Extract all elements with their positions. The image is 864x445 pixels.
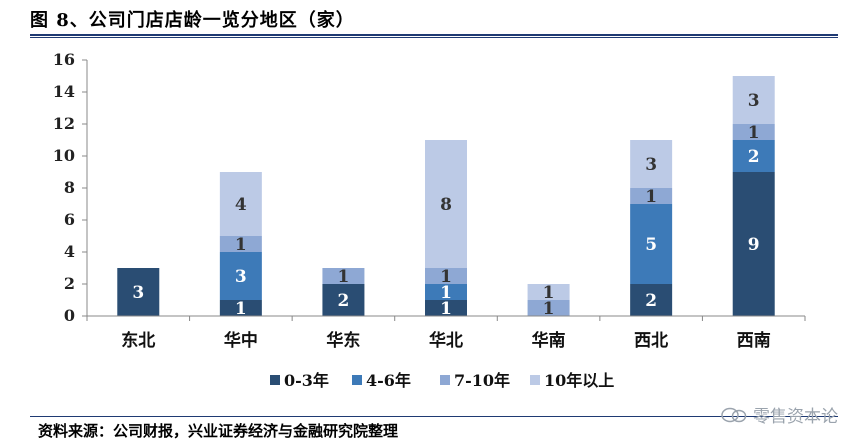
y-tick-label: 4 bbox=[64, 242, 75, 261]
data-label: 2 bbox=[748, 147, 760, 167]
top-rule bbox=[30, 34, 838, 36]
figure-title: 图 8、公司门店店龄一览分地区（家） bbox=[30, 10, 355, 31]
data-label: 1 bbox=[440, 267, 452, 287]
bar-segment bbox=[425, 300, 467, 316]
data-label: 1 bbox=[235, 235, 247, 255]
bottom-rule bbox=[30, 416, 838, 417]
legend-label: 4-6年 bbox=[366, 371, 411, 390]
y-tick-label: 14 bbox=[53, 82, 75, 101]
bar-segment bbox=[527, 300, 570, 316]
data-label: 4 bbox=[235, 195, 247, 215]
x-axis: 东北 华中 华东 华北 华南 西北 西南 bbox=[86, 315, 806, 351]
bar-segment bbox=[630, 188, 673, 204]
x-tick-label: 东北 bbox=[121, 330, 155, 351]
legend-swatch bbox=[530, 375, 540, 385]
legend-label: 7-10年 bbox=[454, 371, 510, 390]
bar-segment bbox=[219, 252, 262, 300]
bar-segment bbox=[219, 236, 262, 252]
data-label: 3 bbox=[235, 267, 247, 287]
watermark-text: 零售资本论 bbox=[753, 407, 838, 427]
data-label: 1 bbox=[645, 187, 657, 207]
y-tick-label: 12 bbox=[53, 114, 75, 133]
bar-segment bbox=[732, 140, 775, 172]
bar-segment bbox=[219, 300, 262, 316]
data-label: 1 bbox=[748, 123, 760, 143]
source-note: 资料来源：公司财报，兴业证券经济与金融研究院整理 bbox=[38, 422, 399, 440]
bar-segment bbox=[527, 284, 570, 300]
bar-segment bbox=[732, 172, 775, 316]
bar-segment bbox=[322, 268, 365, 284]
bar-segment bbox=[630, 140, 673, 188]
y-tick-label: 8 bbox=[64, 178, 75, 197]
data-label: 3 bbox=[748, 91, 760, 111]
bar-segment bbox=[630, 284, 673, 316]
y-tick-label: 6 bbox=[64, 210, 75, 229]
bar-segment bbox=[219, 172, 262, 236]
bar-segment bbox=[630, 204, 673, 284]
bar-segment bbox=[425, 268, 467, 284]
bar-segment bbox=[732, 76, 775, 124]
legend-label: 0-3年 bbox=[284, 371, 329, 390]
data-label: 2 bbox=[645, 291, 657, 311]
data-label: 2 bbox=[338, 291, 350, 311]
legend-swatch bbox=[352, 375, 362, 385]
bar-segment bbox=[425, 140, 467, 268]
y-tick-label: 16 bbox=[53, 50, 75, 69]
bar-segment bbox=[732, 124, 775, 140]
data-label: 1 bbox=[543, 299, 555, 319]
bar-segment bbox=[425, 284, 467, 300]
data-label: 3 bbox=[132, 283, 144, 303]
data-label: 1 bbox=[543, 283, 555, 303]
x-tick-label: 华东 bbox=[326, 330, 360, 351]
y-tick-label: 2 bbox=[64, 274, 75, 293]
data-label: 5 bbox=[645, 235, 657, 255]
bar-segment bbox=[322, 284, 365, 316]
data-label: 3 bbox=[645, 155, 657, 175]
legend: 0-3年 4-6年 7-10年 10年以上 bbox=[270, 371, 614, 390]
x-tick-label: 华中 bbox=[224, 330, 258, 351]
top-rule-thin bbox=[30, 37, 838, 38]
data-label: 1 bbox=[235, 299, 247, 319]
y-tick-label: 10 bbox=[53, 146, 75, 165]
wechat-icon bbox=[721, 407, 747, 422]
legend-swatch bbox=[440, 375, 450, 385]
data-label: 1 bbox=[440, 283, 452, 303]
y-axis: 0 2 4 6 8 10 12 14 16 bbox=[53, 50, 88, 325]
x-tick-label: 西南 bbox=[737, 330, 771, 351]
legend-label: 10年以上 bbox=[544, 371, 614, 390]
y-tick-label: 0 bbox=[64, 306, 75, 325]
data-label: 9 bbox=[748, 235, 760, 255]
watermark: 零售资本论 bbox=[721, 402, 838, 427]
data-label: 8 bbox=[440, 195, 452, 215]
x-tick-label: 华北 bbox=[429, 330, 463, 351]
data-label: 1 bbox=[338, 267, 350, 287]
bar-segment bbox=[117, 268, 160, 316]
x-tick-label: 华南 bbox=[532, 330, 566, 351]
x-tick-label: 西北 bbox=[634, 331, 668, 351]
legend-swatch bbox=[270, 375, 280, 385]
data-label: 1 bbox=[440, 299, 452, 319]
